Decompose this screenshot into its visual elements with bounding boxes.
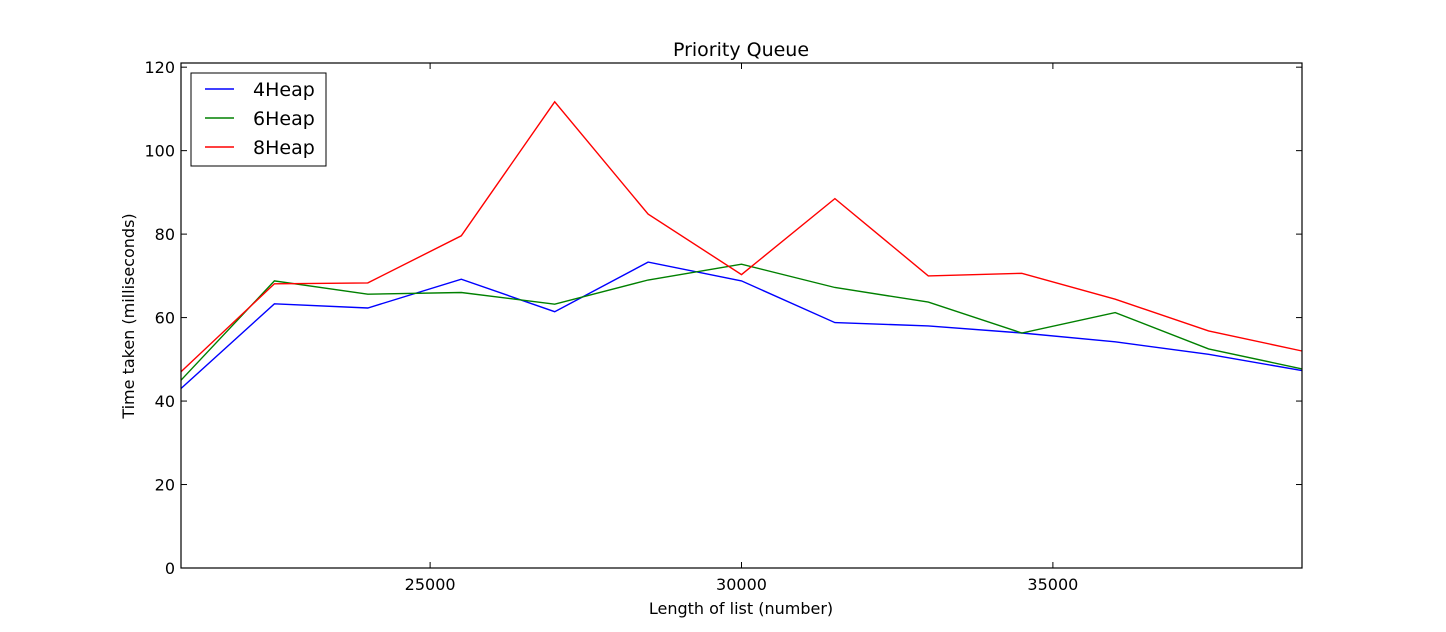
y-tick-label: 80 — [155, 225, 175, 244]
plot-frame — [180, 62, 1303, 569]
series-line-8heap — [180, 100, 1303, 373]
x-axis-label: Length of list (number) — [649, 599, 833, 618]
y-tick-label: 0 — [165, 559, 175, 578]
y-tick-label: 120 — [144, 58, 175, 77]
legend-label-6heap: 6Heap — [253, 108, 315, 130]
y-tick-label: 40 — [155, 392, 175, 411]
legend-label-8heap: 8Heap — [253, 137, 315, 159]
x-tick-label: 25000 — [405, 575, 456, 594]
x-tick-label: 35000 — [1027, 575, 1078, 594]
legend-label-4heap: 4Heap — [253, 79, 315, 101]
x-tick-label: 30000 — [716, 575, 767, 594]
series-line-4heap — [180, 261, 1303, 390]
series-line-6heap — [180, 263, 1303, 381]
y-axis-label: Time taken (milliseconds) — [119, 213, 138, 419]
y-tick-label: 60 — [155, 309, 175, 328]
chart-title: Priority Queue — [673, 39, 809, 61]
y-tick-label: 20 — [155, 476, 175, 495]
y-tick-label: 100 — [144, 142, 175, 161]
